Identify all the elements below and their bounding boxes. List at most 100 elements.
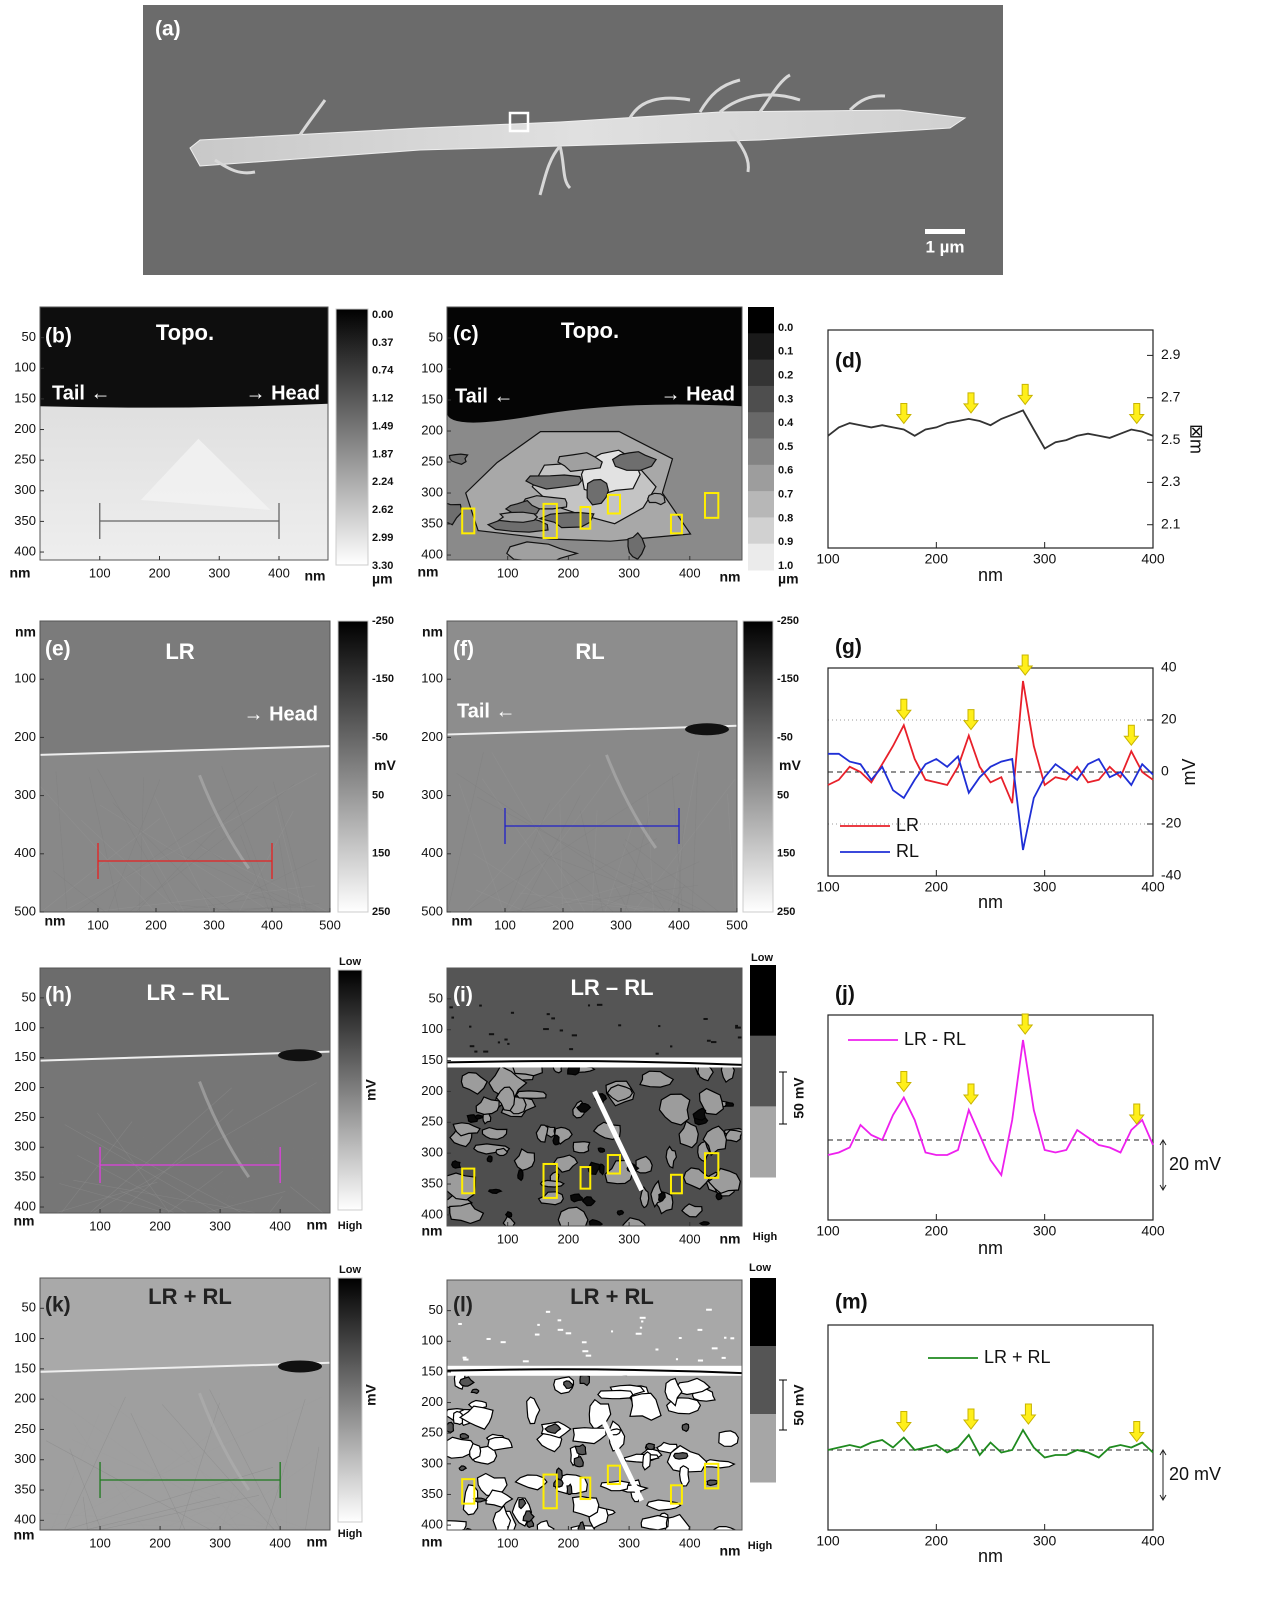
arrow-marker xyxy=(1017,1013,1034,1035)
colorbar-label: 0.0 xyxy=(778,322,793,334)
image-texture xyxy=(669,750,700,912)
image-region xyxy=(452,1410,464,1426)
image-speck xyxy=(611,1330,614,1333)
image-texture xyxy=(209,1389,281,1530)
image-region xyxy=(495,1147,509,1157)
image-texture xyxy=(72,1439,277,1530)
image-texture xyxy=(108,1402,281,1530)
image-region xyxy=(278,1049,322,1062)
x-tick-label: 300 xyxy=(1033,879,1057,895)
image-texture xyxy=(559,803,563,912)
image-region xyxy=(492,1504,512,1530)
image-texture xyxy=(580,810,604,912)
y-tick-label: 200 xyxy=(421,729,443,744)
image-region xyxy=(685,723,729,736)
y-tick-label: 100 xyxy=(14,360,36,375)
image-texture xyxy=(89,777,120,912)
panel-k: 100 200 300 40050100150200250300350400nmnm(… xyxy=(14,1264,379,1551)
y-tick-label: 2.1 xyxy=(1161,515,1181,531)
image-texture xyxy=(591,810,598,912)
image-streak xyxy=(605,754,658,849)
x-tick-label: 300 xyxy=(1033,1223,1057,1239)
colorbar-unit: µm xyxy=(372,571,393,587)
image-texture xyxy=(491,752,586,912)
image-texture xyxy=(92,1082,317,1213)
image-texture xyxy=(265,1398,306,1530)
image-texture xyxy=(65,1467,274,1530)
image-speck xyxy=(458,1322,462,1325)
x-axis-label: nm xyxy=(978,892,1003,912)
image-region xyxy=(544,1423,562,1435)
image-region xyxy=(447,1421,455,1434)
afm-image xyxy=(40,968,330,1213)
arrow-marker xyxy=(895,1411,912,1433)
x-tick-label: 100 xyxy=(497,565,519,580)
colorbar-band xyxy=(750,1278,776,1347)
highlight-box xyxy=(461,507,476,535)
image-region xyxy=(597,1389,634,1400)
highlight-box xyxy=(542,502,558,539)
image-region xyxy=(470,1388,480,1395)
image-texture xyxy=(119,1190,176,1213)
image-region xyxy=(597,1147,606,1153)
y-tick-label: 500 xyxy=(14,903,36,918)
y-tick-label: 100 xyxy=(14,671,36,686)
x-tick-label: 200 xyxy=(558,565,580,580)
x-unit: nm xyxy=(720,1543,741,1559)
image-region xyxy=(707,1167,741,1194)
y-tick-label: 50 xyxy=(429,1302,443,1317)
image-speck xyxy=(557,1319,562,1322)
image-speck xyxy=(703,1017,708,1020)
image-speck xyxy=(710,1041,717,1044)
image-texture xyxy=(459,783,504,912)
panel-label: (e) xyxy=(45,638,71,661)
y-tick-label: 2.7 xyxy=(1161,388,1181,404)
y-tick-label: 150 xyxy=(14,1049,36,1064)
image-region xyxy=(639,1070,675,1088)
image-region xyxy=(452,1122,481,1137)
image-texture xyxy=(64,1124,219,1213)
image-texture xyxy=(516,838,657,912)
image-texture xyxy=(624,839,720,912)
image-region xyxy=(678,1120,699,1149)
image-texture xyxy=(285,1425,288,1530)
image-texture xyxy=(161,1404,275,1530)
y-tick-label: 300 xyxy=(421,484,443,499)
y-unit: nm xyxy=(15,624,36,640)
image-texture xyxy=(112,802,221,912)
y-tick-label: 350 xyxy=(14,1169,36,1184)
highlight-box xyxy=(606,1464,621,1486)
y-tick-label: 50 xyxy=(22,329,36,344)
scale-bar xyxy=(925,229,965,234)
legend-label: LR xyxy=(896,815,919,835)
x-tick-label: 300 xyxy=(1033,1533,1057,1549)
colorbar-band xyxy=(748,517,774,545)
colorbar-label: 3.30 xyxy=(372,560,393,572)
y-tick-label: 200 xyxy=(14,1079,36,1094)
image-texture xyxy=(473,853,565,912)
image-speck xyxy=(557,1328,564,1331)
image-speck xyxy=(451,1016,455,1019)
image-region xyxy=(449,1202,485,1225)
image-texture xyxy=(97,768,177,912)
highlight-box xyxy=(669,1173,683,1195)
image-texture xyxy=(691,771,698,912)
image-region xyxy=(448,453,469,465)
y-axis-label: mV xyxy=(1179,759,1199,786)
data-line xyxy=(827,1428,1154,1459)
image-region xyxy=(642,1451,651,1471)
x-tick-label: 400 xyxy=(679,1535,701,1550)
data-line xyxy=(828,752,1154,851)
image-frame xyxy=(39,967,331,1214)
panel-label: (h) xyxy=(45,984,72,1007)
image-region xyxy=(553,1478,564,1488)
colorbar-band xyxy=(750,1106,776,1178)
x-unit: nm xyxy=(720,569,741,585)
y-tick-label: 0 xyxy=(1161,763,1169,779)
image-texture xyxy=(677,824,684,912)
image-texture xyxy=(667,885,685,912)
image-speck xyxy=(711,1347,718,1350)
image-texture xyxy=(138,906,301,912)
y-tick-label: 300 xyxy=(421,1145,443,1160)
